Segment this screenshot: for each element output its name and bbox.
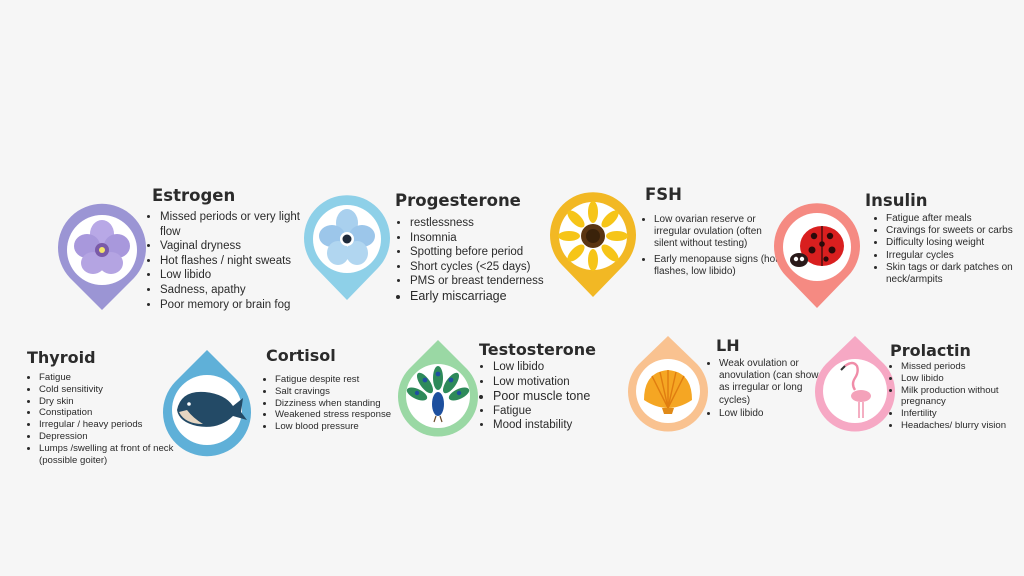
list-item: Irregular cycles xyxy=(886,250,1024,262)
list-item: Fatigue xyxy=(493,404,643,419)
blue-flower-icon xyxy=(319,209,375,265)
list-item: Depression xyxy=(39,431,179,443)
list-item: Headaches/ blurry vision xyxy=(901,420,1024,432)
list-item: Low libido xyxy=(901,373,1024,385)
list-item: Low libido xyxy=(160,268,310,283)
fsh-pin xyxy=(550,192,636,299)
list-item: Hot flashes / night sweats xyxy=(160,254,310,269)
fsh-symptom-list: Low ovarian reserve or irregular ovulati… xyxy=(642,214,786,278)
purple-flower-icon xyxy=(74,220,130,274)
list-item: Spotting before period xyxy=(410,245,580,260)
list-item: restlessness xyxy=(410,216,580,231)
list-item: Dizziness when standing xyxy=(275,398,415,410)
flamingo-icon xyxy=(840,361,871,418)
thyroid-title: Thyroid xyxy=(27,348,96,367)
list-item: Fatigue xyxy=(39,372,179,384)
lh-symptom-list: Weak ovulation or anovulation (can show … xyxy=(707,358,831,420)
sunflower-icon xyxy=(558,201,628,271)
list-item: Low ovarian reserve or irregular ovulati… xyxy=(654,214,786,251)
list-item: PMS or breast tenderness xyxy=(410,274,580,289)
cortisol-symptom-list: Fatigue despite rest Salt cravings Dizzi… xyxy=(263,374,415,433)
testosterone-symptom-list: Low libido Low motivation Poor muscle to… xyxy=(481,360,643,433)
testosterone-title: Testosterone xyxy=(479,340,596,359)
list-item: Infertility xyxy=(901,408,1024,420)
list-item: Weak ovulation or anovulation (can show … xyxy=(719,358,831,407)
lh-pin xyxy=(628,334,708,432)
cortisol-title: Cortisol xyxy=(266,346,336,365)
list-item: Sadness, apathy xyxy=(160,283,310,298)
progesterone-symptom-list: restlessness Insomnia Spotting before pe… xyxy=(398,216,580,304)
list-item: Vaginal dryness xyxy=(160,239,310,254)
cortisol-pin xyxy=(163,348,251,457)
estrogen-symptom-list: Missed periods or very light flow Vagina… xyxy=(148,210,310,312)
list-item: Constipation xyxy=(39,407,179,419)
fsh-title: FSH xyxy=(645,185,682,204)
prolactin-symptom-list: Missed periods Low libido Milk productio… xyxy=(889,361,1024,432)
list-item: Irregular / heavy periods xyxy=(39,419,179,431)
thyroid-symptom-list: Fatigue Cold sensitivity Dry skin Consti… xyxy=(27,372,179,466)
prolactin-pin xyxy=(815,334,895,432)
insulin-title: Insulin xyxy=(865,191,928,210)
list-item: Early menopause signs (hot flashes, low … xyxy=(654,254,786,278)
list-item: Low blood pressure xyxy=(275,421,415,433)
progesterone-title: Progesterone xyxy=(395,191,521,210)
progesterone-pin xyxy=(304,195,390,302)
list-item: Salt cravings xyxy=(275,386,415,398)
lh-title: LH xyxy=(716,336,740,355)
peacock-icon xyxy=(406,366,470,423)
list-item: Low libido xyxy=(493,360,643,375)
list-item: Difficulty losing weight xyxy=(886,237,1024,249)
list-item: Dry skin xyxy=(39,396,179,408)
testosterone-pin xyxy=(398,338,478,438)
list-item: Mood instability xyxy=(493,418,643,433)
list-item: Weakened stress response xyxy=(275,409,415,421)
list-item: Insomnia xyxy=(410,231,580,246)
seashell-icon xyxy=(644,370,692,414)
list-item: Fatigue despite rest xyxy=(275,374,415,386)
list-item: Low motivation xyxy=(493,375,643,390)
list-item: Poor muscle tone xyxy=(493,389,643,404)
insulin-pin xyxy=(774,203,860,310)
list-item: Lumps /swelling at front of neck (possib… xyxy=(39,443,179,467)
insulin-symptom-list: Fatigue after meals Cravings for sweets … xyxy=(874,213,1024,286)
estrogen-title: Estrogen xyxy=(152,186,236,205)
list-item: Short cycles (<25 days) xyxy=(410,260,580,275)
list-item: Milk production without pregnancy xyxy=(901,385,1024,409)
list-item: Cravings for sweets or carbs xyxy=(886,225,1024,237)
list-item: Low libido xyxy=(719,408,831,420)
list-item: Poor memory or brain fog xyxy=(160,298,310,313)
list-item: Missed periods or very light flow xyxy=(160,210,310,239)
prolactin-title: Prolactin xyxy=(890,341,971,360)
whale-icon xyxy=(177,391,247,427)
list-item: Fatigue after meals xyxy=(886,213,1024,225)
list-item: Cold sensitivity xyxy=(39,384,179,396)
estrogen-pin xyxy=(58,203,146,312)
list-item: Skin tags or dark patches on neck/armpit… xyxy=(886,262,1024,286)
list-item: Early miscarriage xyxy=(410,289,580,304)
list-item: Missed periods xyxy=(901,361,1024,373)
ladybug-icon xyxy=(790,226,844,267)
